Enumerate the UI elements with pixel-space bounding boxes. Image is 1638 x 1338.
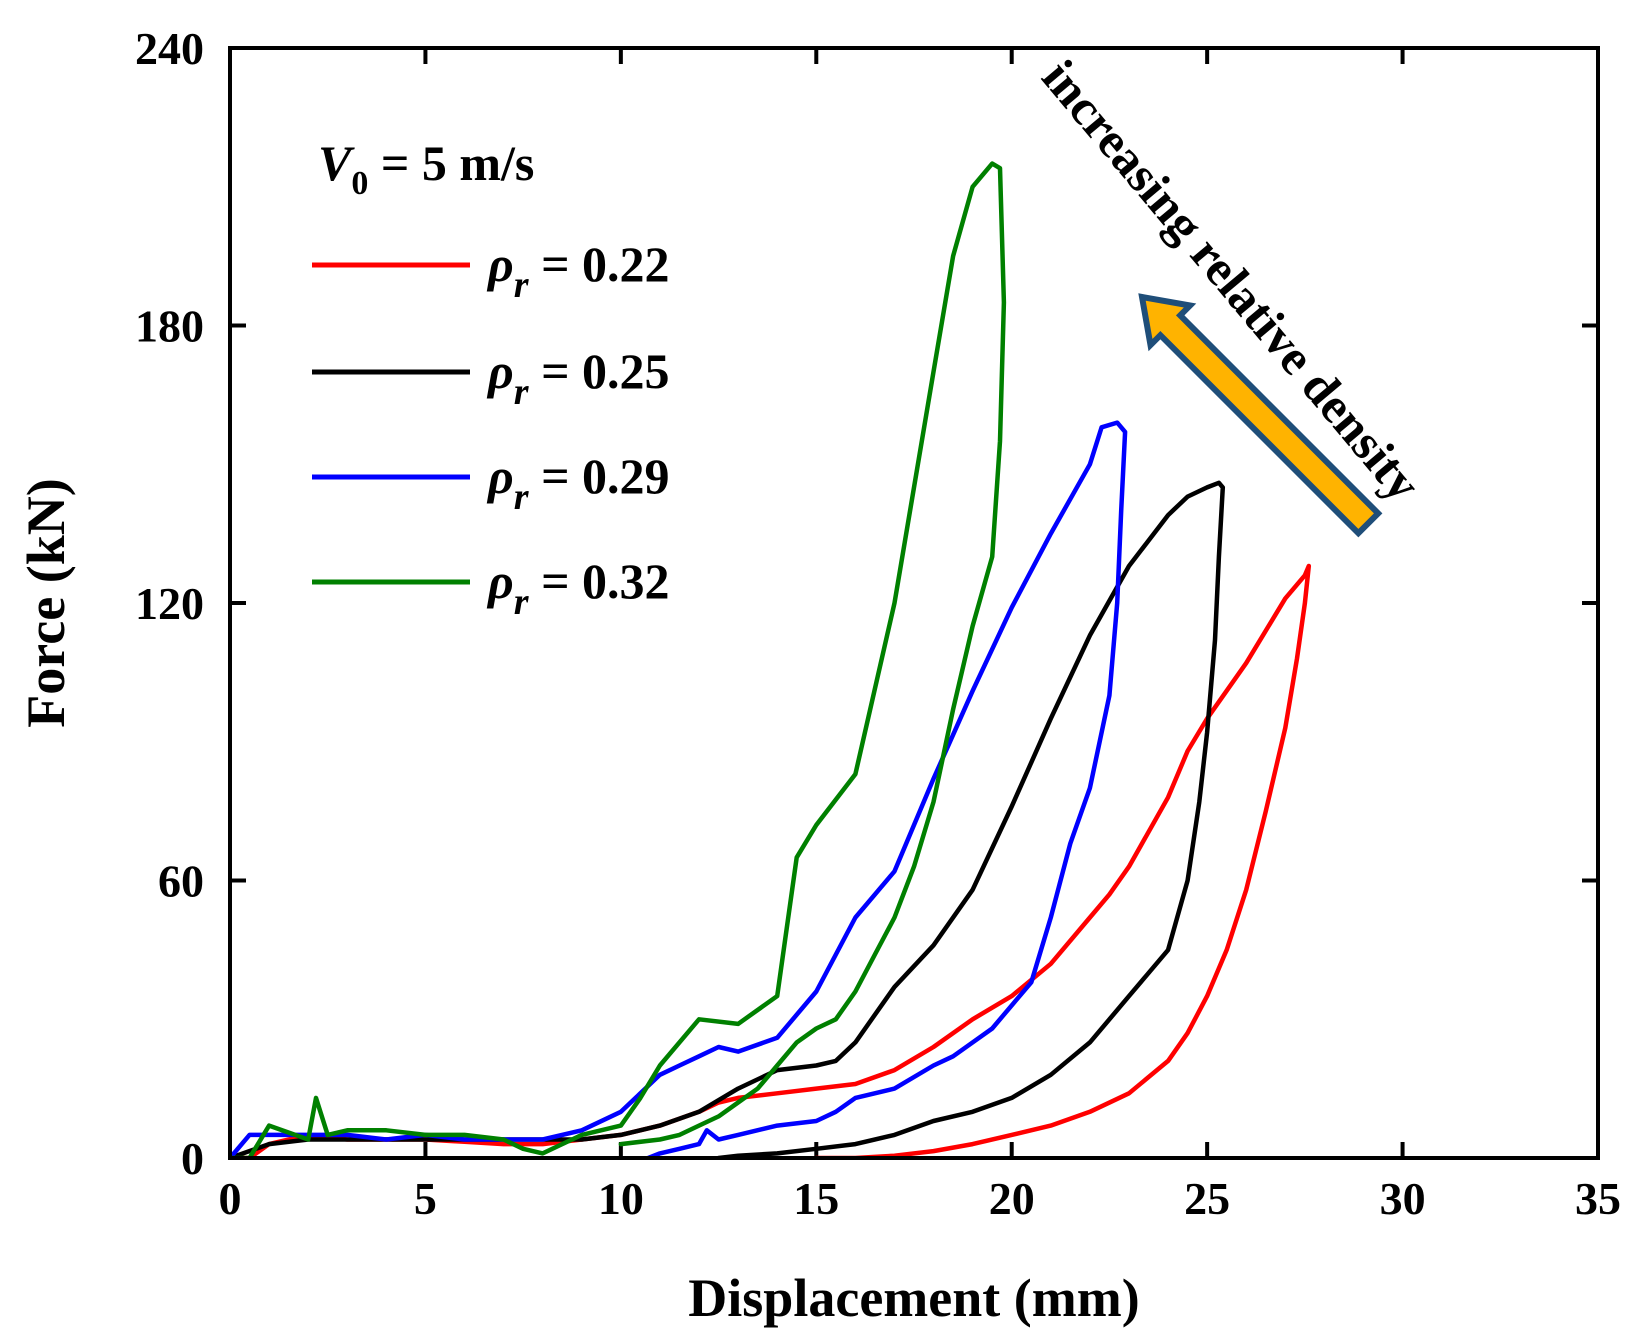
legend-label-3: ρr = 0.32 <box>486 553 670 623</box>
legend-label-1: ρr = 0.25 <box>486 343 670 413</box>
x-tick-label-6: 30 <box>1380 1173 1426 1224</box>
legend-value-0: = 0.22 <box>529 236 670 292</box>
y-tick-label-4: 240 <box>135 23 204 74</box>
y-tick-label-2: 120 <box>135 578 204 629</box>
x-tick-label-5: 25 <box>1184 1173 1230 1224</box>
legend-header-value: = 5 m/s <box>368 135 534 191</box>
legend-label-2: ρr = 0.29 <box>486 448 670 518</box>
legend-value-3: = 0.32 <box>529 553 670 609</box>
x-axis-title: Displacement (mm) <box>688 1268 1139 1328</box>
legend-header: V0 = 5 m/s <box>318 135 534 202</box>
legend-value-2: = 0.29 <box>529 448 670 504</box>
series-line-2 <box>228 420 1128 1160</box>
density-arrow-group <box>1138 293 1383 538</box>
x-tick-label-4: 20 <box>989 1173 1035 1224</box>
x-tick-label-0: 0 <box>219 1173 242 1224</box>
legend-subscript-1: r <box>514 371 530 413</box>
axis-ticks: 0 5 10 15 20 25 30 35 0 60 120 180 240 <box>135 23 1621 1224</box>
legend-subscript-2: r <box>514 476 530 518</box>
legend-value-1: = 0.25 <box>529 343 670 399</box>
y-axis-title: Force (kN) <box>16 478 76 727</box>
legend-symbol-3: ρ <box>486 553 514 609</box>
y-tick-label-0: 0 <box>181 1133 204 1184</box>
x-tick-label-7: 35 <box>1575 1173 1621 1224</box>
legend-symbol-2: ρ <box>486 448 514 504</box>
series-line-0 <box>228 563 1312 1160</box>
x-tick-label-1: 5 <box>414 1173 437 1224</box>
legend-header-symbol: V <box>318 135 355 191</box>
legend-label-0: ρr = 0.22 <box>486 236 670 306</box>
legend-subscript-0: r <box>514 264 530 306</box>
x-tick-label-3: 15 <box>793 1173 839 1224</box>
series-lines <box>228 161 1312 1160</box>
legend-symbol-1: ρ <box>486 343 514 399</box>
density-arrow <box>1138 293 1383 538</box>
y-tick-label-3: 180 <box>135 301 204 352</box>
legend-symbol-0: ρ <box>486 236 514 292</box>
annotation-text: increasing relative density <box>1032 49 1433 511</box>
x-tick-label-2: 10 <box>598 1173 644 1224</box>
series-line-3 <box>228 161 1007 1160</box>
y-tick-label-1: 60 <box>158 856 204 907</box>
annotation: increasing relative density <box>1032 49 1433 538</box>
legend-header-subscript: 0 <box>351 165 368 202</box>
legend-subscript-3: r <box>514 581 530 623</box>
plot-frame <box>228 46 1600 1160</box>
